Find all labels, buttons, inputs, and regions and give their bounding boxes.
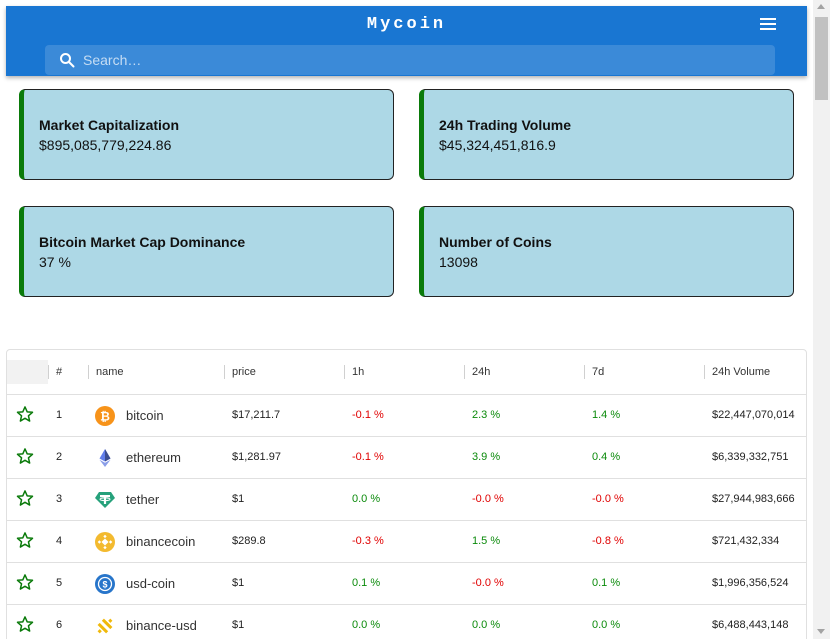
app-title: Mycoin xyxy=(366,15,447,34)
price-cell: $1,281.97 xyxy=(232,451,281,463)
price-cell: $1 xyxy=(232,493,245,505)
price-cell: $17,211.7 xyxy=(232,409,281,421)
header-favorite-cell xyxy=(7,360,48,384)
ethereum-icon xyxy=(99,449,111,467)
table-header: # name price 1h 24h 7d 24h Volume xyxy=(7,350,806,395)
volume-cell: $6,488,443,148 xyxy=(712,619,789,631)
change-7d-cell: -0.0 % xyxy=(592,493,624,505)
table-row[interactable]: 4 binancecoin $289.8 -0.3 % 1.5 % -0.8 %… xyxy=(7,521,806,563)
stat-value: $895,085,779,224.86 xyxy=(39,137,172,153)
change-24h-cell: 2.3 % xyxy=(472,409,501,421)
binancecoin-icon xyxy=(95,532,115,552)
volume-cell: $6,339,332,751 xyxy=(712,451,789,463)
stat-card-btc-dominance: Bitcoin Market Cap Dominance 37 % xyxy=(19,206,394,297)
change-1h-cell: 0.0 % xyxy=(352,619,381,631)
scrollbar-thumb[interactable] xyxy=(815,17,828,100)
change-7d-cell: 0.1 % xyxy=(592,577,621,589)
stat-value: 37 % xyxy=(39,254,71,270)
favorite-star-icon[interactable] xyxy=(16,489,34,507)
stat-label: Market Capitalization xyxy=(39,117,180,133)
favorite-star-icon[interactable] xyxy=(16,573,34,591)
change-1h-cell: 0.1 % xyxy=(352,577,381,589)
coin-name[interactable]: tether xyxy=(126,492,160,507)
stat-card-trading-volume: 24h Trading Volume $45,324,451,816.9 xyxy=(419,89,794,180)
stat-value: $45,324,451,816.9 xyxy=(439,137,556,153)
coin-name[interactable]: bitcoin xyxy=(126,408,164,423)
app-bar: Mycoin xyxy=(6,6,807,76)
price-cell: $289.8 xyxy=(232,535,266,547)
rank-cell: 5 xyxy=(56,577,63,589)
rank-cell: 4 xyxy=(56,535,63,547)
change-1h-cell: -0.1 % xyxy=(352,451,384,463)
change-1h-cell: -0.1 % xyxy=(352,409,384,421)
coin-name[interactable]: ethereum xyxy=(126,450,181,465)
column-header-volume[interactable]: 24h Volume xyxy=(712,366,771,378)
column-header-1h[interactable]: 1h xyxy=(352,366,365,378)
stat-value: 13098 xyxy=(439,254,478,270)
search-input[interactable] xyxy=(83,45,763,75)
search-icon xyxy=(60,53,75,68)
stat-card-market-cap: Market Capitalization $895,085,779,224.8… xyxy=(19,89,394,180)
price-cell: $1 xyxy=(232,619,245,631)
page-scrollbar[interactable] xyxy=(813,0,830,639)
favorite-star-icon[interactable] xyxy=(16,615,34,633)
bitcoin-icon: ₿ xyxy=(95,406,115,426)
scroll-down-icon[interactable] xyxy=(817,629,825,634)
coin-name[interactable]: usd-coin xyxy=(126,576,176,591)
coin-table: # name price 1h 24h 7d 24h Volume 1 ₿ bi… xyxy=(6,349,807,639)
stat-label: Number of Coins xyxy=(439,234,552,250)
coin-name[interactable]: binancecoin xyxy=(126,534,196,549)
favorite-star-icon[interactable] xyxy=(16,405,34,423)
svg-text:₿: ₿ xyxy=(100,410,110,424)
volume-cell: $1,996,356,524 xyxy=(712,577,789,589)
change-7d-cell: -0.8 % xyxy=(592,535,624,547)
svg-text:$: $ xyxy=(102,580,107,590)
favorite-star-icon[interactable] xyxy=(16,531,34,549)
column-header-rank[interactable]: # xyxy=(56,366,63,378)
table-row[interactable]: 2 ethereum $1,281.97 -0.1 % 3.9 % 0.4 % … xyxy=(7,437,806,479)
tether-icon xyxy=(95,492,115,508)
search-box[interactable] xyxy=(45,45,775,75)
change-7d-cell: 1.4 % xyxy=(592,409,621,421)
usd-coin-icon: $ xyxy=(95,574,115,594)
scroll-up-icon[interactable] xyxy=(817,4,825,9)
change-24h-cell: -0.0 % xyxy=(472,493,504,505)
volume-cell: $721,432,334 xyxy=(712,535,780,547)
volume-cell: $27,944,983,666 xyxy=(712,493,795,505)
table-row[interactable]: 1 ₿ bitcoin $17,211.7 -0.1 % 2.3 % 1.4 %… xyxy=(7,395,806,437)
stat-card-number-of-coins: Number of Coins 13098 xyxy=(419,206,794,297)
change-7d-cell: 0.4 % xyxy=(592,451,621,463)
table-row[interactable]: 3 tether $1 0.0 % -0.0 % -0.0 % $27,944,… xyxy=(7,479,806,521)
change-1h-cell: 0.0 % xyxy=(352,493,381,505)
column-header-7d[interactable]: 7d xyxy=(592,366,605,378)
rank-cell: 2 xyxy=(56,451,63,463)
change-24h-cell: 0.0 % xyxy=(472,619,501,631)
rank-cell: 6 xyxy=(56,619,63,631)
change-24h-cell: 1.5 % xyxy=(472,535,501,547)
coin-name[interactable]: binance-usd xyxy=(126,618,197,633)
change-24h-cell: 3.9 % xyxy=(472,451,501,463)
change-1h-cell: -0.3 % xyxy=(352,535,384,547)
rank-cell: 1 xyxy=(56,409,63,421)
rank-cell: 3 xyxy=(56,493,63,505)
column-header-price[interactable]: price xyxy=(232,366,256,378)
table-row[interactable]: 5 $ usd-coin $1 0.1 % -0.0 % 0.1 % $1,99… xyxy=(7,563,806,605)
change-7d-cell: 0.0 % xyxy=(592,619,621,631)
stat-label: Bitcoin Market Cap Dominance xyxy=(39,234,246,250)
menu-icon[interactable] xyxy=(760,18,776,32)
volume-cell: $22,447,070,014 xyxy=(712,409,795,421)
change-24h-cell: -0.0 % xyxy=(472,577,504,589)
column-header-name[interactable]: name xyxy=(96,366,124,378)
binance-usd-icon xyxy=(97,618,113,634)
stat-label: 24h Trading Volume xyxy=(439,117,571,133)
favorite-star-icon[interactable] xyxy=(16,447,34,465)
price-cell: $1 xyxy=(232,577,245,589)
table-row[interactable]: 6 binance-usd $1 0.0 % 0.0 % 0.0 % $6,48… xyxy=(7,605,806,639)
column-header-24h[interactable]: 24h xyxy=(472,366,491,378)
